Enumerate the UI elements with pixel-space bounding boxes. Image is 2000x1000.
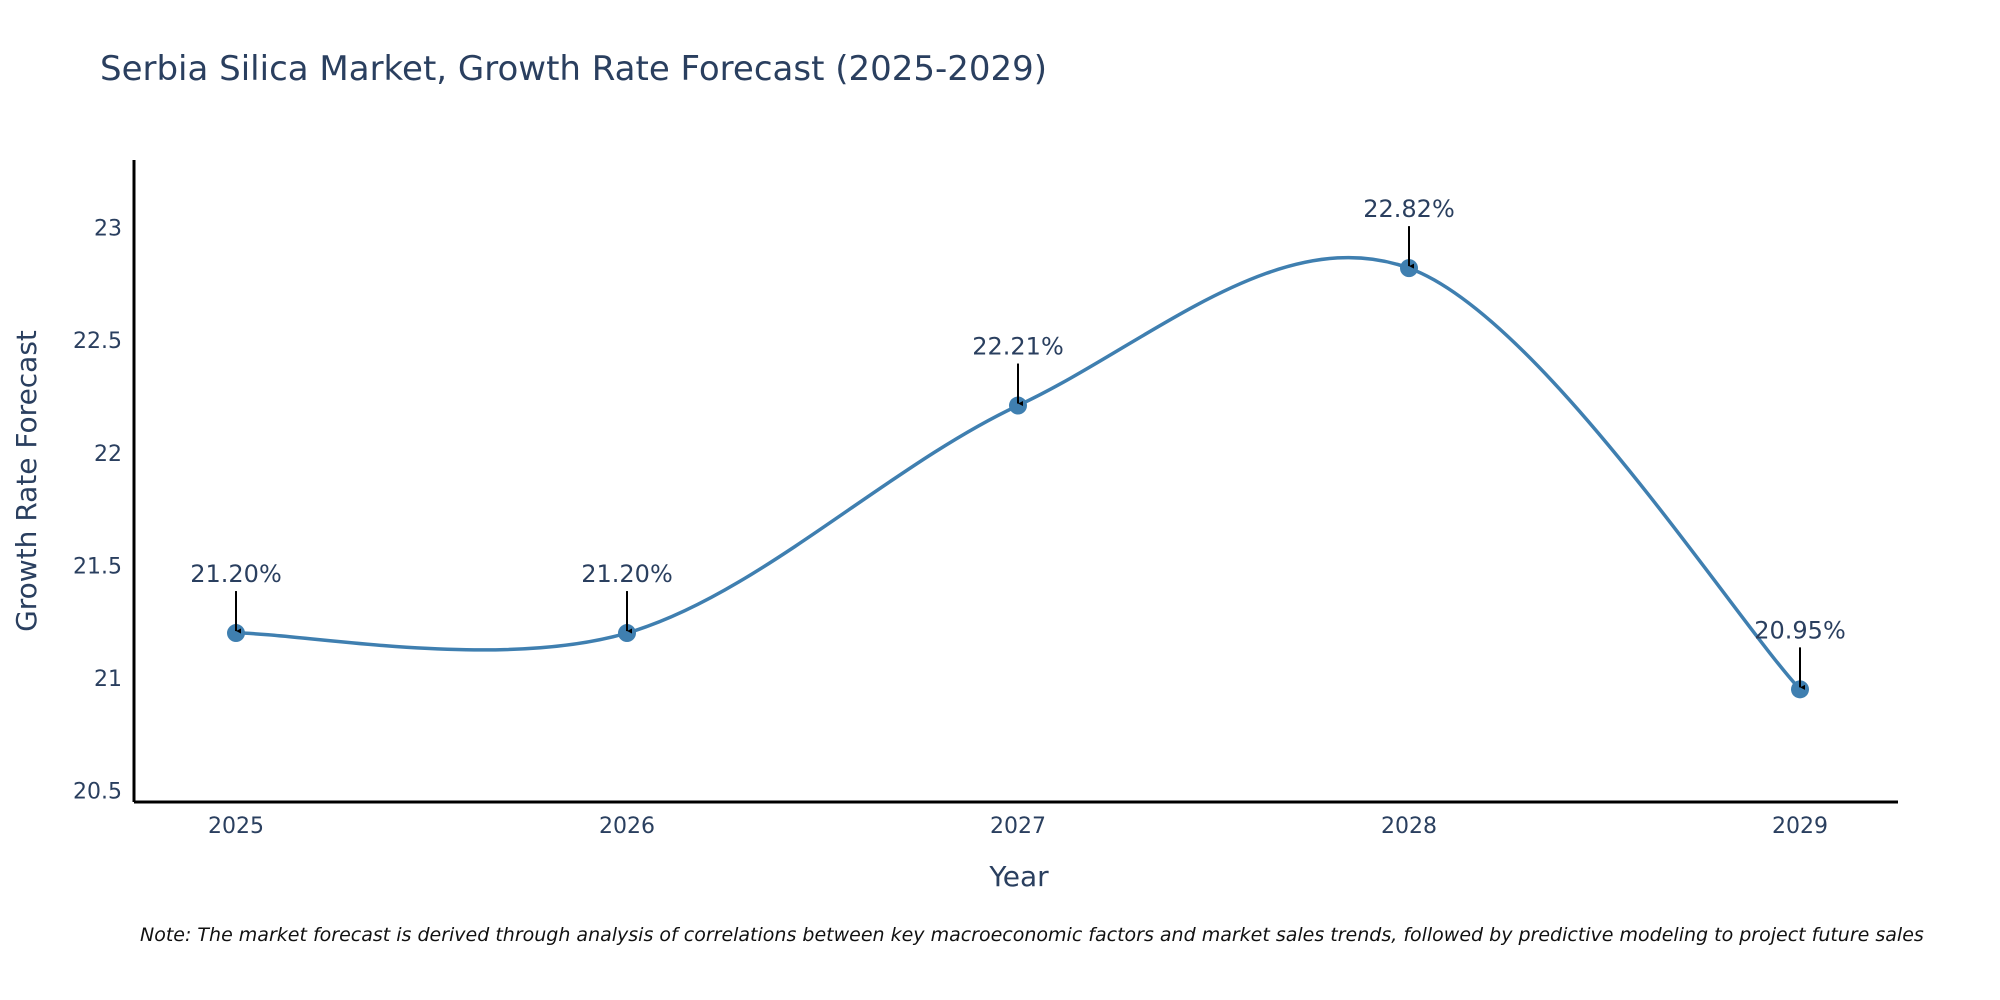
y-axis-ticks: 20.5 21 21.5 22 22.5 23 <box>73 217 122 805</box>
x-tick-label: 2029 <box>1772 814 1828 839</box>
y-axis-title: Growth Rate Forecast <box>10 330 43 632</box>
forecast-note: Note: The market forecast is derived thr… <box>140 924 1924 946</box>
x-tick-label: 2027 <box>990 814 1046 839</box>
x-tick-label: 2025 <box>208 814 264 839</box>
y-tick-label: 22.5 <box>73 329 122 354</box>
data-annotations: 21.20% 21.20% 22.21% 22.82% 20.95% <box>190 195 1846 690</box>
data-label: 20.95% <box>1754 616 1846 644</box>
y-tick-label: 23 <box>94 217 122 242</box>
x-axis-ticks: 2025 2026 2027 2028 2029 <box>208 814 1828 839</box>
x-tick-label: 2026 <box>599 814 655 839</box>
series-line <box>235 255 1802 691</box>
x-tick-label: 2028 <box>1381 814 1437 839</box>
y-tick-label: 22 <box>94 442 122 467</box>
x-axis-title: Year <box>988 860 1049 893</box>
data-markers <box>227 259 1809 699</box>
data-label: 22.82% <box>1363 195 1455 223</box>
data-label: 22.21% <box>972 333 1064 361</box>
data-label: 21.20% <box>190 560 282 588</box>
y-tick-label: 20.5 <box>73 780 122 805</box>
y-tick-label: 21 <box>94 667 122 692</box>
chart-title: Serbia Silica Market, Growth Rate Foreca… <box>100 49 1047 89</box>
y-tick-label: 21.5 <box>73 554 122 579</box>
data-label: 21.20% <box>581 560 673 588</box>
